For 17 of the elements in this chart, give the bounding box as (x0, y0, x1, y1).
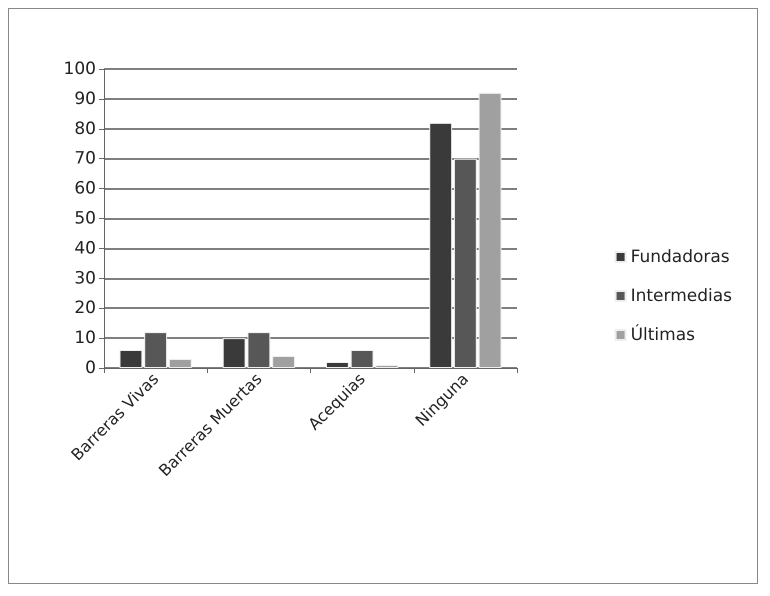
y-tick-label: 100 (64, 59, 96, 79)
y-tick-label: 0 (85, 358, 96, 378)
y-tick-label: 40 (74, 238, 96, 258)
bar (222, 338, 246, 368)
y-tick-label: 60 (74, 178, 96, 199)
y-tick-label: 50 (74, 208, 96, 228)
y-tick-label: 90 (74, 88, 96, 109)
y-tick-label: 30 (74, 268, 96, 288)
bar (168, 359, 192, 368)
bar (429, 122, 452, 368)
y-tick-label: 80 (74, 118, 96, 139)
y-tick-label: 20 (74, 298, 96, 318)
y-tick-label: 70 (74, 148, 96, 169)
y-tick-label: 10 (74, 328, 96, 348)
legend-label: Últimas (630, 324, 696, 345)
legend-label: Fundadoras (630, 247, 730, 267)
legend-label: Intermedias (630, 286, 732, 306)
